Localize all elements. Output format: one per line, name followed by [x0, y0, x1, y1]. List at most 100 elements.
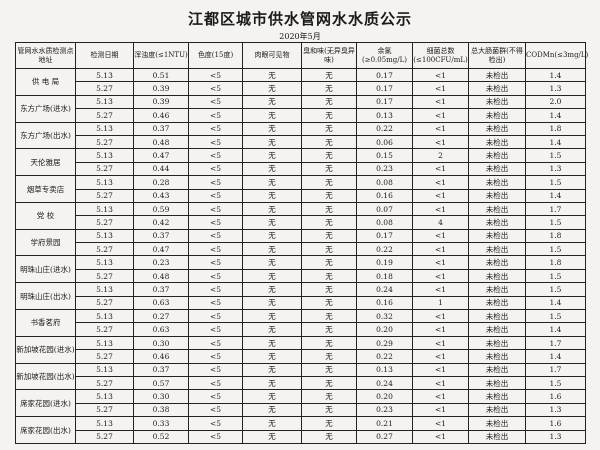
cell-odor-taste: 无 — [301, 228, 357, 244]
cell-visible-matter: 无 — [242, 215, 302, 230]
cell-total-bacteria: <1 — [412, 175, 469, 190]
cell-coliform: 未检出 — [468, 228, 526, 244]
cell-residual-chlorine: 0.13 — [356, 108, 413, 123]
cell-turbidity: 0.33 — [133, 416, 189, 431]
cell-turbidity: 0.46 — [133, 108, 189, 123]
site-name: 东方广场(进水) — [15, 94, 76, 123]
cell-color: <5 — [188, 242, 243, 257]
cell-total-bacteria: <1 — [412, 322, 469, 337]
cell-color: <5 — [188, 322, 243, 337]
table-row: 5.27 0.39 <5 无无 0.17 <1 未检出 1.3 — [16, 81, 586, 96]
cell-coliform: 未检出 — [468, 148, 526, 163]
cell-turbidity: 0.59 — [133, 201, 189, 217]
cell-total-bacteria: <1 — [412, 416, 469, 431]
cell-residual-chlorine: 0.22 — [356, 121, 413, 136]
cell-date: 5.27 — [75, 134, 134, 150]
cell-residual-chlorine: 0.27 — [356, 429, 413, 444]
cell-coliform: 未检出 — [468, 429, 526, 444]
cell-residual-chlorine: 0.23 — [356, 161, 413, 177]
cell-odor-taste: 无 — [301, 295, 357, 311]
cell-residual-chlorine: 0.06 — [356, 134, 413, 150]
cell-color: <5 — [188, 134, 243, 150]
cell-total-bacteria: <1 — [412, 134, 469, 150]
cell-codmn: 1.4 — [525, 134, 586, 150]
cell-residual-chlorine: 0.23 — [356, 402, 413, 418]
cell-codmn: 1.7 — [525, 335, 586, 351]
table-row: 5.27 0.46 <5 无无 0.22 <1 未检出 1.4 — [16, 349, 586, 364]
table-row: 新加坡花园(出水) 5.13 0.37 <5 无无 0.13 <1 未检出 1.7 — [15, 362, 586, 391]
cell-color: <5 — [188, 416, 243, 431]
cell-codmn: 1.5 — [525, 148, 586, 163]
cell-visible-matter: 无 — [242, 242, 302, 257]
cell-total-bacteria: <1 — [412, 67, 469, 83]
cell-odor-taste: 无 — [301, 201, 357, 217]
table-row: 天伦雅居 5.13 0.47 <5 无无 0.15 2 未检出 1.5 — [15, 148, 586, 177]
cell-visible-matter: 无 — [242, 362, 302, 377]
site-name: 学府景园 — [15, 228, 76, 257]
cell-color: <5 — [188, 175, 243, 190]
cell-date: 5.27 — [75, 349, 134, 364]
cell-total-bacteria: <1 — [412, 389, 469, 404]
cell-visible-matter: 无 — [242, 389, 302, 404]
cell-coliform: 未检出 — [468, 188, 526, 203]
cell-total-bacteria: <1 — [412, 375, 469, 391]
cell-total-bacteria: <1 — [412, 161, 469, 177]
cell-odor-taste: 无 — [301, 175, 357, 190]
cell-coliform: 未检出 — [468, 121, 526, 136]
site-name: 新加坡花园(进水) — [15, 335, 76, 364]
cell-odor-taste: 无 — [301, 134, 357, 150]
cell-visible-matter: 无 — [242, 134, 302, 150]
cell-residual-chlorine: 0.20 — [356, 322, 413, 337]
column-header-date: 检测日期 — [75, 42, 134, 69]
cell-codmn: 1.3 — [525, 402, 586, 418]
table-row: 5.27 0.44 <5 无无 0.23 <1 未检出 1.3 — [16, 161, 586, 177]
table-row: 东方广场(出水) 5.13 0.37 <5 无无 0.22 <1 未检出 1.8 — [15, 121, 586, 150]
cell-turbidity: 0.37 — [133, 282, 189, 297]
cell-residual-chlorine: 0.08 — [356, 215, 413, 230]
cell-visible-matter: 无 — [242, 309, 302, 324]
cell-coliform: 未检出 — [468, 81, 526, 96]
column-header-site: 管网水水质检测点地址 — [15, 42, 76, 69]
table-body: 供 电 局 5.13 0.51 <5 无无 0.17 <1 未检出 1.4 5.27 0.39 <5 无… — [15, 67, 586, 444]
table-row: 5.27 0.63 <5 无无 0.20 <1 未检出 1.4 — [16, 322, 586, 337]
table-row: 5.27 0.48 <5 无无 0.18 <1 未检出 1.5 — [16, 268, 586, 284]
cell-date: 5.13 — [75, 335, 134, 351]
table-row: 席家花园(进水) 5.13 0.30 <5 无无 0.20 <1 未检出 1.6 — [15, 389, 586, 418]
cell-turbidity: 0.23 — [133, 255, 189, 270]
site-name: 新加坡花园(出水) — [15, 362, 76, 391]
cell-turbidity: 0.30 — [133, 335, 189, 351]
cell-date: 5.13 — [75, 121, 134, 136]
cell-odor-taste: 无 — [301, 322, 357, 337]
cell-odor-taste: 无 — [301, 268, 357, 284]
cell-visible-matter: 无 — [242, 175, 302, 190]
table-row: 5.27 0.47 <5 无无 0.22 <1 未检出 1.5 — [16, 242, 586, 257]
cell-codmn: 1.4 — [525, 108, 586, 123]
cell-turbidity: 0.37 — [133, 362, 189, 377]
cell-codmn: 1.3 — [525, 429, 586, 444]
cell-total-bacteria: <1 — [412, 349, 469, 364]
cell-codmn: 1.5 — [525, 375, 586, 391]
cell-date: 5.27 — [75, 295, 134, 311]
cell-residual-chlorine: 0.17 — [356, 94, 413, 110]
cell-visible-matter: 无 — [242, 255, 302, 270]
cell-residual-chlorine: 0.22 — [356, 242, 413, 257]
cell-coliform: 未检出 — [468, 215, 526, 230]
cell-color: <5 — [188, 362, 243, 377]
table-row: 5.27 0.38 <5 无无 0.23 <1 未检出 1.3 — [16, 402, 586, 418]
site-name: 书香茗府 — [15, 309, 76, 337]
cell-coliform: 未检出 — [468, 108, 526, 123]
cell-odor-taste: 无 — [301, 309, 357, 324]
table-row: 烟草专卖店 5.13 0.28 <5 无无 0.08 <1 未检出 1.5 — [15, 175, 586, 203]
cell-visible-matter: 无 — [242, 375, 302, 391]
cell-visible-matter: 无 — [242, 161, 302, 177]
cell-visible-matter: 无 — [242, 416, 302, 431]
cell-color: <5 — [188, 228, 243, 244]
cell-color: <5 — [188, 268, 243, 284]
cell-total-bacteria: <1 — [412, 188, 469, 203]
cell-codmn: 1.5 — [525, 175, 586, 190]
column-header-odor-taste: 臭和味(无异臭异味) — [301, 42, 357, 69]
cell-odor-taste: 无 — [301, 215, 357, 230]
cell-codmn: 1.7 — [525, 201, 586, 217]
cell-total-bacteria: <1 — [412, 402, 469, 418]
cell-coliform: 未检出 — [468, 268, 526, 284]
